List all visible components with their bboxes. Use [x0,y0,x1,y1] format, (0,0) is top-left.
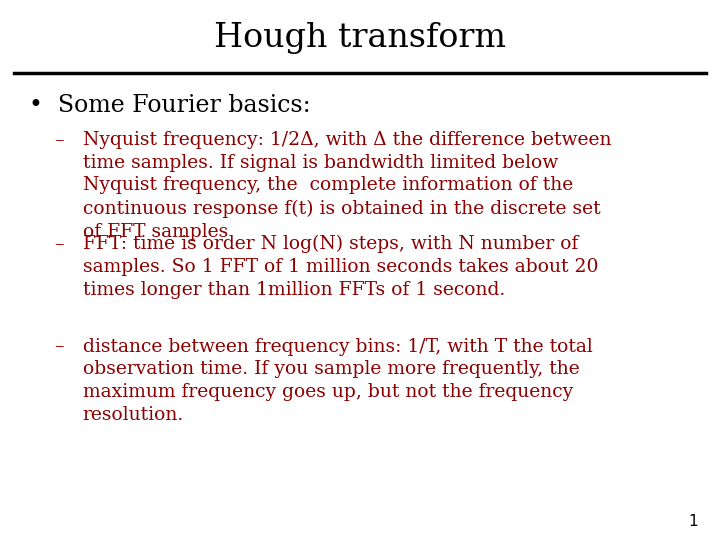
Text: 1: 1 [689,514,698,529]
Text: Hough transform: Hough transform [214,22,506,53]
Text: –: – [54,235,63,253]
Text: Nyquist frequency: 1/2Δ, with Δ the difference between
time samples. If signal i: Nyquist frequency: 1/2Δ, with Δ the diff… [83,131,611,241]
Text: •  Some Fourier basics:: • Some Fourier basics: [29,94,310,118]
Text: –: – [54,131,63,149]
Text: –: – [54,338,63,355]
Text: distance between frequency bins: 1/T, with T the total
observation time. If you : distance between frequency bins: 1/T, wi… [83,338,593,424]
Text: FFT: time is order N log(N) steps, with N number of
samples. So 1 FFT of 1 milli: FFT: time is order N log(N) steps, with … [83,235,598,299]
